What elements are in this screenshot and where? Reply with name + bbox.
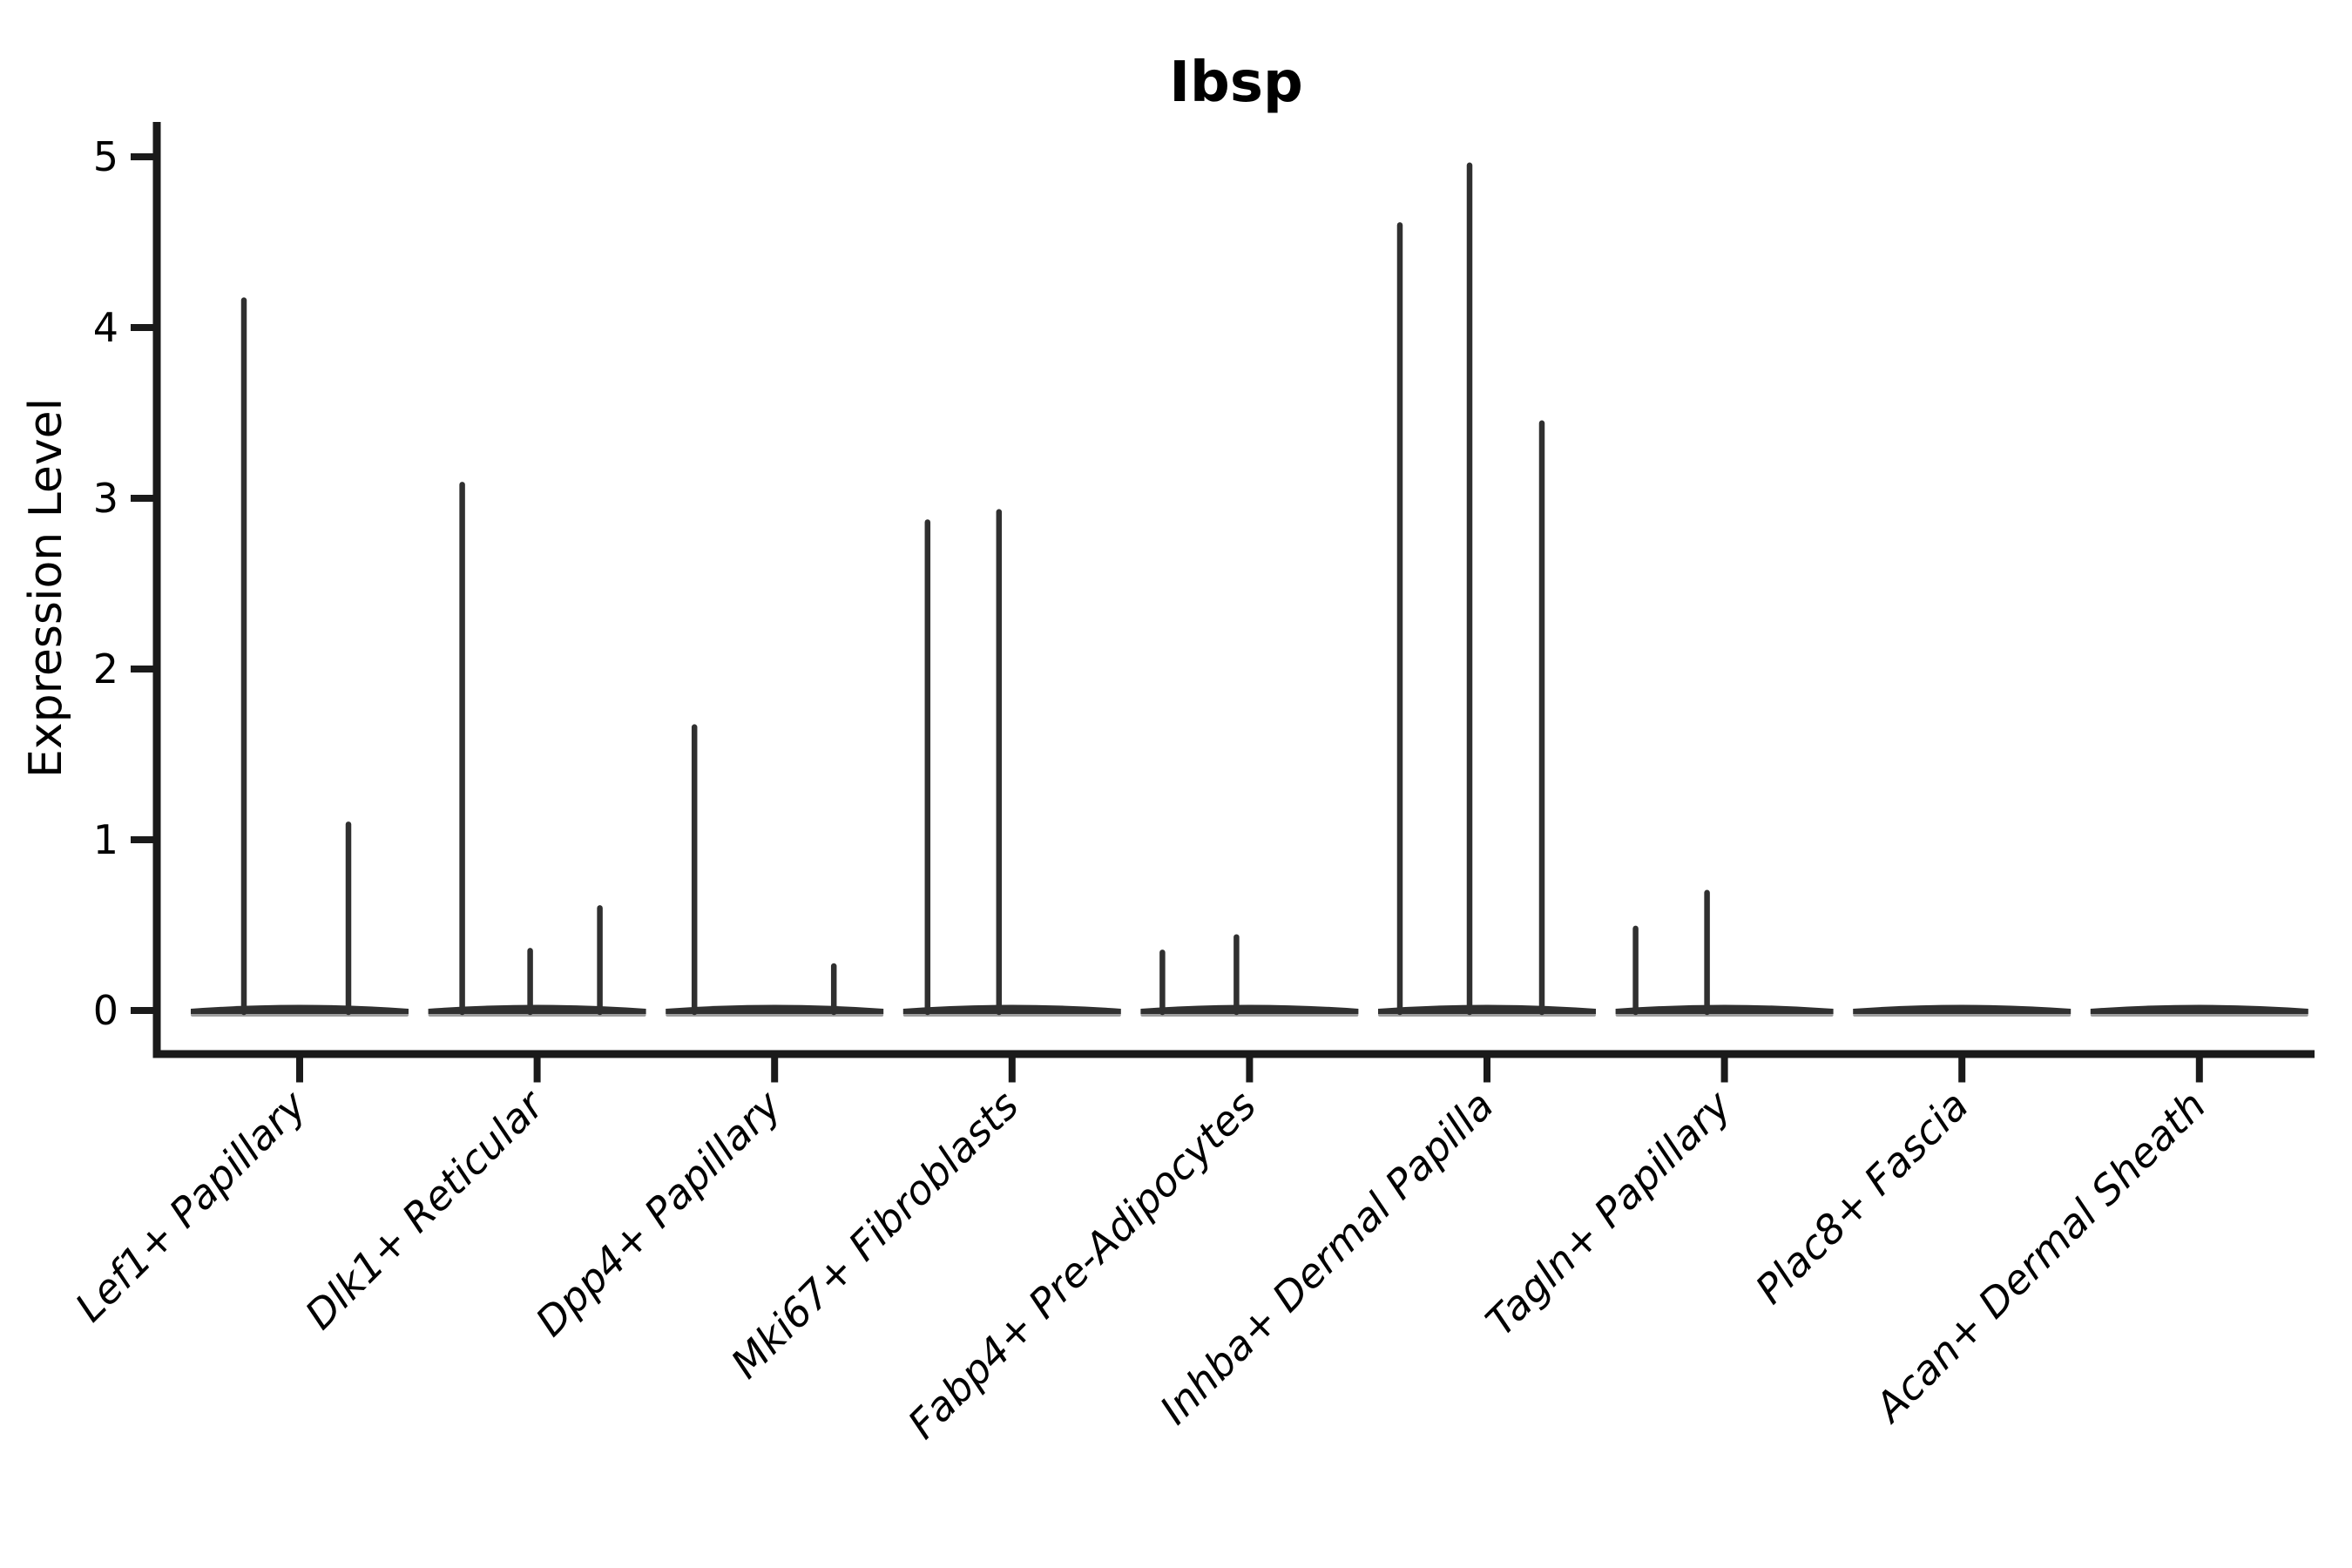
violin-3 [666,724,884,1017]
violin-6 [1378,162,1596,1017]
violin-4 [902,509,1121,1017]
violin-base [1378,1004,1596,1014]
violin-9 [2090,1004,2308,1017]
violin-8 [1853,1004,2072,1017]
y-axis-label: Expression Level [20,398,72,778]
x-tick-label: Dlk1+ Reticular [296,1079,555,1338]
violin-1 [191,297,409,1017]
violin-base [191,1004,409,1014]
violin-2 [428,482,646,1017]
x-tick-label: Lef1+ Papillary [66,1081,315,1330]
x-tick-label: Plac8+ Fascia [1747,1082,1977,1313]
violin-7 [1615,889,1834,1017]
x-tick-label: Tagln+ Papillary [1477,1081,1740,1345]
violin-base [1615,1004,1834,1014]
x-tick-label: Dpp4+ Papillary [526,1081,790,1345]
violin-base [428,1004,646,1014]
violin-base [1853,1004,2072,1014]
violin-base [902,1004,1121,1014]
y-tick-label: 1 [93,816,118,863]
y-axis-ticks: 0 1 2 3 4 5 [93,133,157,1034]
y-tick-label: 2 [93,645,118,693]
y-tick-label: 3 [93,475,118,522]
violin-base [1140,1004,1359,1014]
y-tick-label: 5 [93,133,118,180]
y-tick-label: 0 [93,987,118,1034]
plot-title: Ibsp [1169,51,1303,115]
violin-base [2090,1004,2308,1014]
violins [191,162,2308,1017]
axes [152,122,2315,1058]
violin-5 [1140,934,1359,1017]
y-tick-label: 4 [93,304,118,351]
violin-base [666,1004,884,1014]
